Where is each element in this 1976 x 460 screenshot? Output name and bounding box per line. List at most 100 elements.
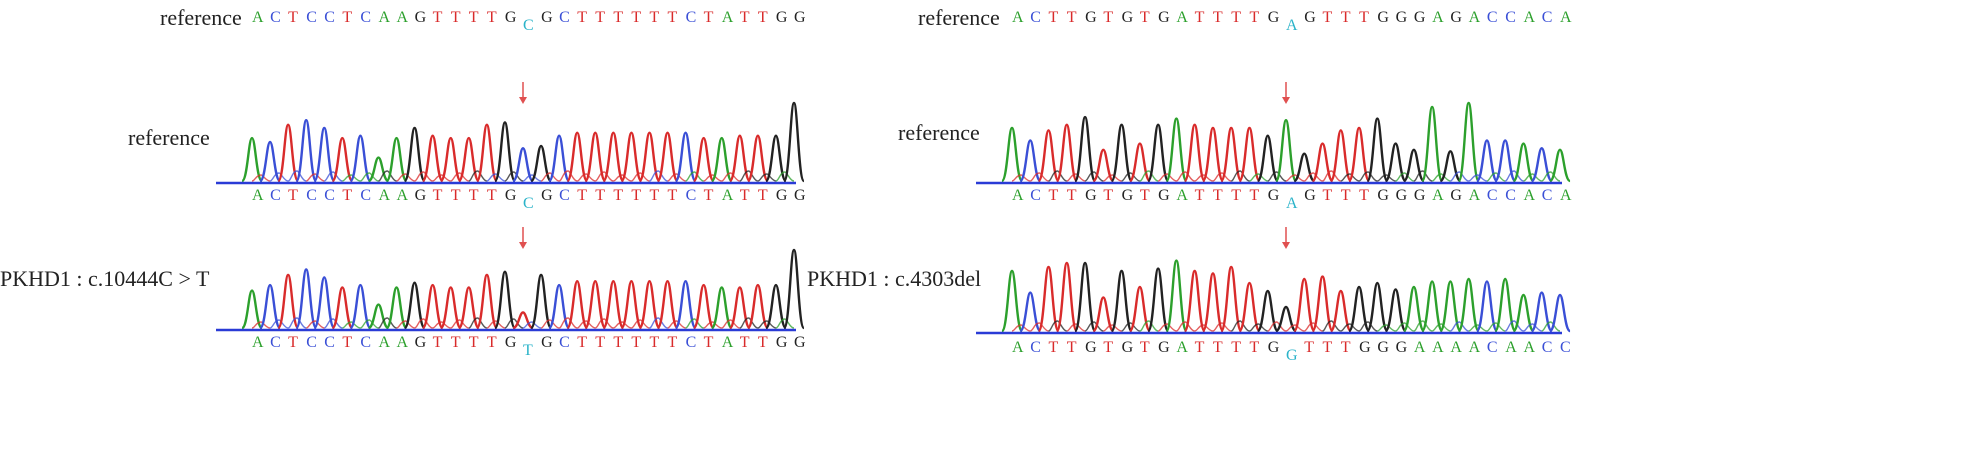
trace-peak [1219,126,1243,183]
track-sequence-base: T [1304,339,1314,356]
track-sequence-base: G [776,187,788,204]
top-sequence-base: G [541,9,553,26]
top-sequence-base: A [722,9,734,26]
track-sequence-base: T [1049,187,1059,204]
trace-noise [613,321,632,329]
trace-noise [1413,170,1433,182]
track-sequence-base: G [1286,347,1298,364]
top-sequence-base: C [324,9,335,26]
trace-peak [277,123,300,183]
track-sequence-base: T [758,334,768,351]
trace-noise [631,172,650,182]
trace-peak [349,134,372,183]
trace-noise [1157,173,1177,182]
track-sequence-base: C [1560,339,1571,356]
trace-noise [1523,173,1542,182]
trace-noise [1030,172,1049,182]
trace-noise [1431,173,1451,182]
trace-noise [1212,322,1232,332]
trace-peak [258,283,282,330]
trace-noise [1066,173,1086,182]
trace-noise [631,319,650,329]
track-sequence-base: G [1359,339,1371,356]
trace-noise [1541,171,1561,182]
track-sequence-base: T [342,187,352,204]
trace-peak [1073,261,1097,333]
track-sequence-base: T [1341,339,1351,356]
track-sequence-base: C [270,334,281,351]
trace-peak [295,118,318,183]
trace-noise [540,172,560,182]
track-sequence-base: T [613,334,623,351]
track-sequence-base: T [577,187,587,204]
trace-peak [1183,269,1206,333]
track-sequence-base: A [1523,339,1535,356]
trace-noise [1285,174,1305,182]
trace-peak [1000,269,1024,333]
trace-peak [548,134,571,183]
top-sequence-base: T [1249,9,1259,26]
trace-peak [1165,117,1188,183]
trace-noise [1103,174,1122,182]
trace-peak [367,303,389,330]
top-sequence-base: T [1195,9,1205,26]
trace-noise [432,174,451,182]
trace-peak [566,131,589,183]
trace-noise [1230,170,1250,182]
track-sequence-base: T [288,187,298,204]
track-sequence-base: T [758,187,768,204]
trace-peak [1475,280,1499,333]
trace-noise [450,319,469,329]
trace-peak [1493,277,1517,333]
top-sequence-base: G [1085,9,1097,26]
track-sequence-base: C [1542,339,1553,356]
trace-peak [421,134,444,183]
top-sequence-base: C [559,9,570,26]
top-sequence-base: T [433,9,443,26]
trace-noise [577,173,596,182]
trace-peak [331,136,354,183]
top-sequence-base: C [306,9,317,26]
track-sequence-base: G [1085,339,1097,356]
trace-peak [1439,280,1462,333]
track-sequence-base: G [415,187,427,204]
trace-peak [782,248,806,330]
track-sequence-base: T [1323,339,1333,356]
track-sequence-base: A [722,187,734,204]
trace-noise [1139,170,1159,182]
trace-noise [486,173,506,182]
track-sequence-base: A [722,334,734,351]
trace-peak [1219,265,1243,333]
trace-peak [1201,126,1225,183]
trace-noise [1377,324,1396,332]
trace-noise [558,317,578,329]
trace-peak [656,131,679,183]
trace-noise [1504,170,1524,182]
track-sequence-base: A [252,187,264,204]
top-sequence-base: T [668,9,678,26]
trace-peak [620,131,643,183]
track-sequence-base: T [1103,187,1113,204]
track-sequence-base: T [1323,187,1333,204]
track-sequence-base: T [631,187,641,204]
trace-noise [1304,322,1323,332]
trace-noise [504,171,524,182]
trace-peak [1329,289,1353,333]
track-sequence-base: C [306,334,317,351]
trace-noise [396,320,415,329]
trace-peak [1311,142,1334,183]
track-sequence-base: T [1103,339,1113,356]
trace-peak [385,136,408,183]
trace-noise [649,317,668,329]
trace-peak [403,281,426,330]
top-sequence-base: C [1505,9,1516,26]
trace-peak [1146,123,1170,183]
top-sequence-base: A [1523,9,1535,26]
top-sequence-base: T [1049,9,1059,26]
trace-peak [1420,280,1444,333]
trace-noise [1048,170,1067,182]
track-sequence-base: A [1469,339,1481,356]
track-sequence-base: C [559,187,570,204]
